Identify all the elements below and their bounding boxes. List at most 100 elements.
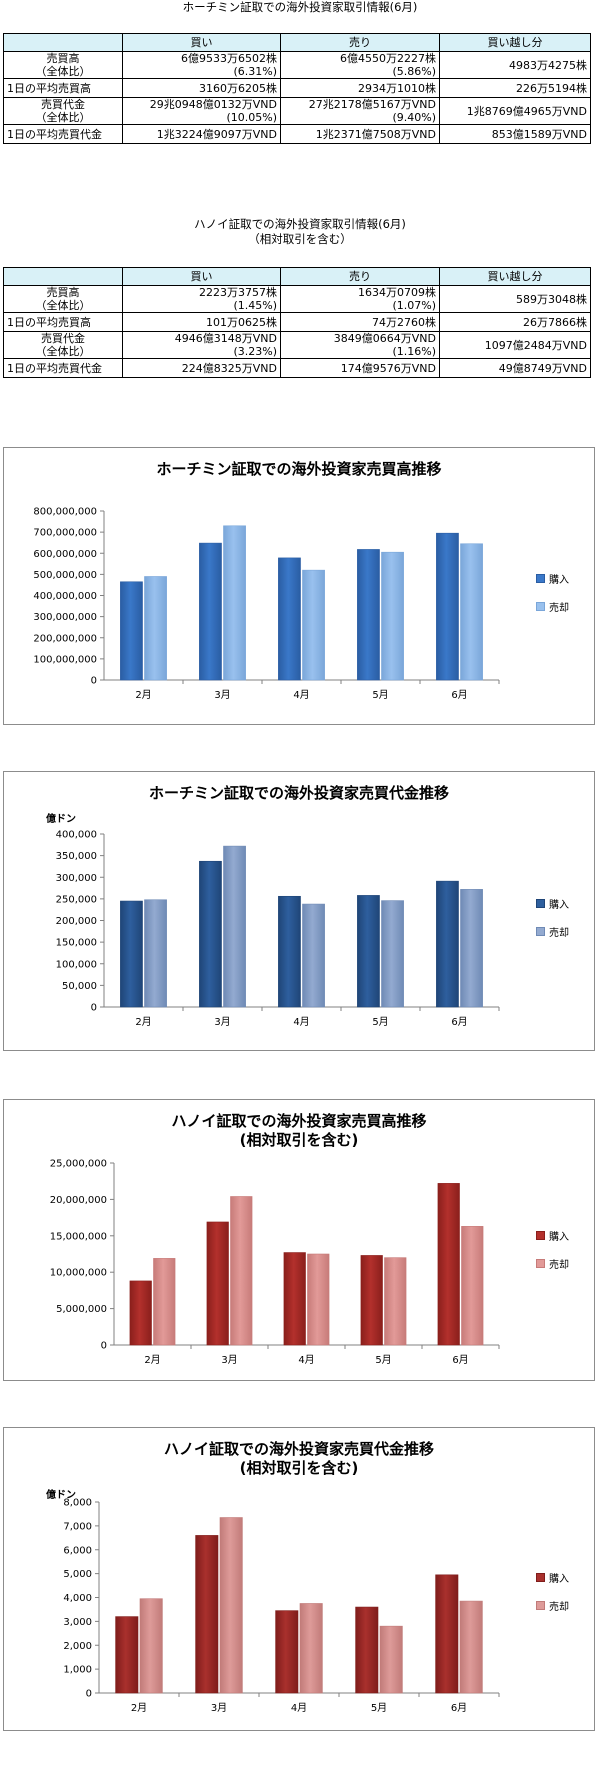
net-value: 853億1589万VND [491,127,587,141]
sell-value: 1兆2371億7508万VND [315,127,436,141]
bar-buy [360,1255,383,1346]
x-tick-label: 3月 [214,1016,230,1028]
bar-sell [299,1603,323,1694]
buy-value: 6億9533万6502株 [181,52,277,65]
legend-item: 購入 [536,1229,569,1243]
table-row: 売買高 （全体比） 6億9533万6502株 (6.31%) 6億4550万2227株(… [3,51,591,79]
legend-item: 購入 [536,896,569,911]
sell-value: 3849億0664万VND [333,332,436,345]
legend-label: 購入 [549,575,569,587]
sell-value-share: (1.16%) [392,345,436,358]
buy-cell: 224億8325万VND [122,358,281,378]
y-tick-label: 100,000,000 [33,654,97,665]
bar-buy [129,1280,152,1346]
x-tick-label: 4月 [298,1354,314,1366]
row-label-share: （全体比） [35,299,91,312]
y-tick-label: 250,000 [56,894,97,905]
chart-legend: 購入 売却 [536,1571,569,1627]
legend-swatch [536,926,545,936]
row-label: 1日の平均売買代金 [7,361,102,375]
row-label-cell: 1日の平均売買高 [3,78,123,98]
legend-label: 購入 [549,1232,569,1244]
row-label-share: （全体比） [35,65,91,78]
sell-value: 27兆2178億5167万VND [308,98,436,111]
table-header-row: 買い 売り 買い越し分 [3,33,591,52]
y-tick-label: 0 [86,1689,92,1700]
row-label: 1日の平均売買高 [7,81,91,95]
header-cell: 買い越し分 [439,33,591,52]
row-label-cell: 1日の平均売買代金 [3,124,123,144]
bar-sell [144,899,167,1008]
row-label-cell: 売買代金 （全体比） [3,331,123,359]
buy-cell: 6億9533万6502株 (6.31%) [122,51,281,79]
bar-buy [115,1616,139,1694]
y-tick-label: 50,000 [62,981,97,992]
chart-plot: 0 1,000 2,000 3,000 4,000 5,000 6,000 7,000 8,00… [63,1498,500,1714]
x-tick-label: 3月 [221,1354,237,1366]
row-label: 1日の平均売買高 [7,315,91,329]
table2-caption: ハノイ証取での海外投資家取引情報(6月) [194,217,406,231]
table-row: 1日の平均売買代金 224億8325万VND 174億9576万VND 49億8749… [3,358,591,378]
bar-buy [278,895,301,1008]
table-row: 1日の平均売買代金 1兆3224億9097万VND 1兆2371億7508万VND 8… [3,124,591,144]
net-value: 26万7866株 [523,315,587,329]
legend-swatch [536,1231,545,1241]
x-tick-label: 5月 [371,1702,387,1714]
y-tick-label: 350,000 [56,851,97,862]
bar-sell [461,1226,484,1346]
row-label: 1日の平均売買代金 [7,127,102,141]
buy-value: 101万0625株 [206,315,277,329]
y-tick-label: 20,000,000 [50,1195,107,1206]
sell-cell: 3849億0664万VND (1.16%) [280,331,440,359]
chart-hcm-volume: ホーチミン証取での海外投資家売買高推移 0 100,000,000 200,000,0… [3,447,595,725]
chart-title: ハノイ証取での海外投資家売買代金推移 [163,1440,434,1458]
net-cell: 26万7866株 [439,312,591,332]
chart-title: ホーチミン証取での海外投資家売買高推移 [156,460,442,478]
net-cell: 49億8749万VND [439,358,591,378]
header-cell: 買い [122,33,281,52]
header-cell [3,33,123,52]
buy-value: 4946億3148万VND [174,332,277,345]
bar-sell [153,1258,176,1346]
buy-value: 29兆0948億0132万VND [149,98,277,111]
buy-value: 2223万3757株 [199,286,277,299]
header-cell: 売り [280,267,440,286]
hanoi-info-table: 買い 売り 買い越し分 売買高 （全体比） 2223万3757株 (1.45%) 1634万0… [3,267,591,378]
bar-buy [357,895,380,1008]
bar-sell [307,1253,330,1346]
net-value: 1兆8769億4965万VND [466,104,587,118]
header-cell [3,267,123,286]
bar-buy [195,1535,219,1694]
row-label: 売買高 [46,286,80,299]
bar-buy [355,1606,379,1694]
sell-value: 74万2760株 [372,315,436,329]
y-tick-label: 200,000 [56,916,97,927]
x-tick-label: 5月 [372,1016,388,1028]
sell-value-share: (9.40%) [392,111,436,124]
bar-buy [436,532,459,681]
chart-plot: 0 50,000 100,000 150,000 200,000 250,000 300,0… [56,830,500,1028]
row-label: 売買高 [46,52,80,65]
y-tick-label: 400,000 [56,830,97,841]
row-label: 売買代金 [41,98,85,111]
sell-value: 174億9576万VND [340,361,436,375]
bar-sell [230,1196,253,1346]
x-tick-label: 2月 [135,1016,151,1028]
buy-cell: 101万0625株 [122,312,281,332]
bar-buy [283,1252,306,1346]
legend-swatch [536,602,545,612]
table-header-row: 買い 売り 買い越し分 [3,267,591,286]
bar-buy [199,542,222,681]
bar-sell [302,569,325,681]
buy-cell: 4946億3148万VND (3.23%) [122,331,281,359]
buy-value: 3160万6205株 [199,81,277,95]
row-label-share: （全体比） [35,111,91,124]
legend-swatch [536,1259,545,1269]
net-cell: 4983万4275株 [439,51,591,79]
net-cell: 1兆8769億4965万VND [439,97,591,125]
net-cell: 1097億2484万VND [439,331,591,359]
y-tick-label: 0 [91,676,97,687]
bar-buy [120,900,143,1008]
x-tick-label: 5月 [375,1354,391,1366]
legend-swatch [536,1573,545,1583]
